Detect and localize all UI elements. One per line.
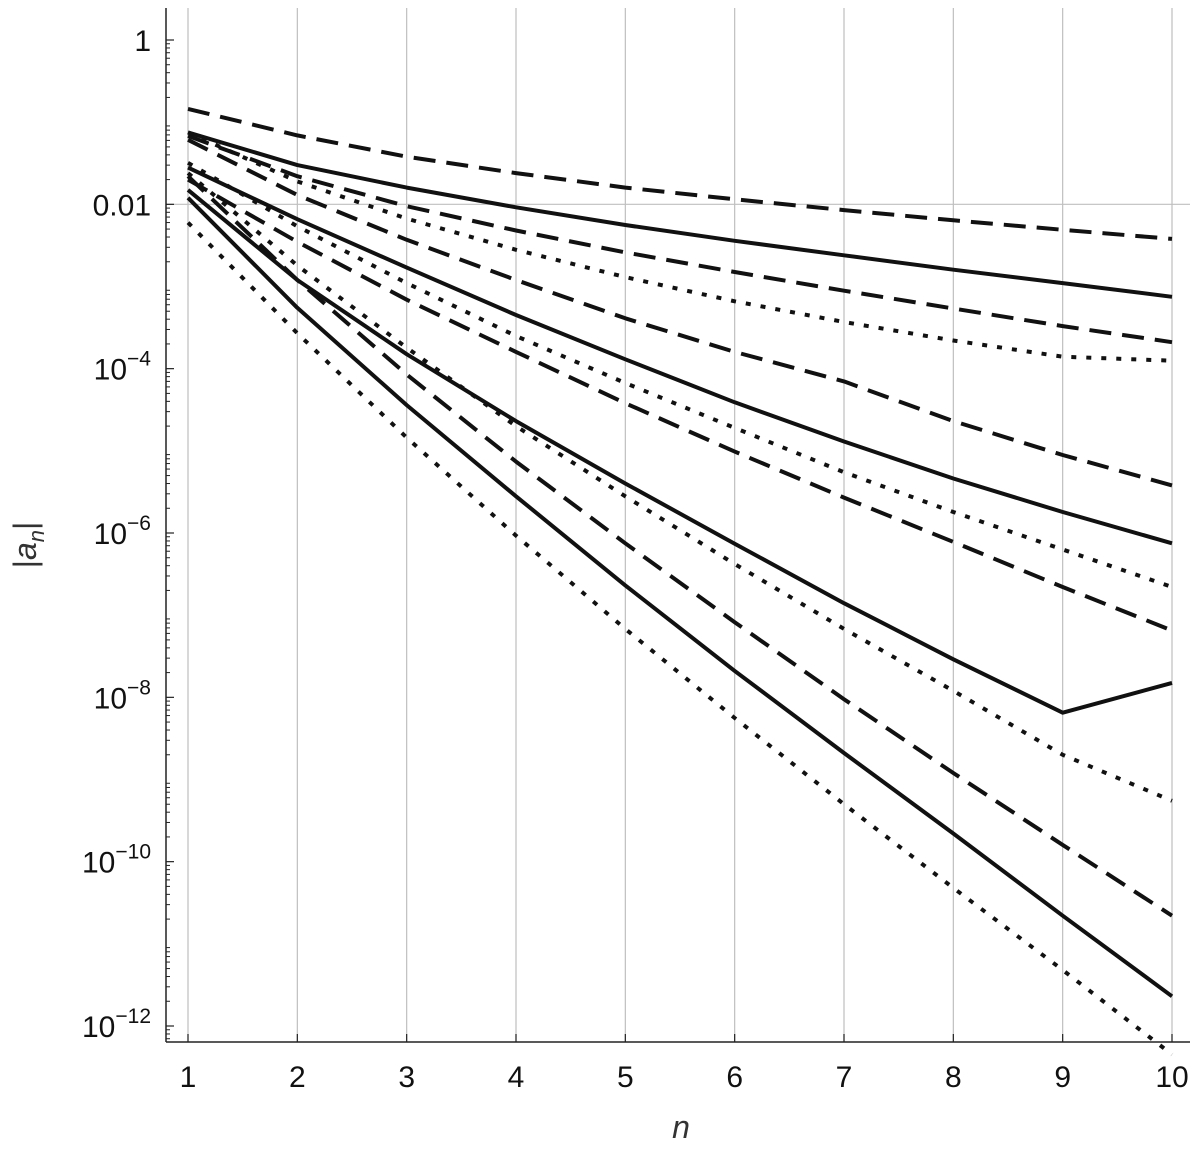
y-tick-label-3: 10−4 — [94, 348, 152, 387]
y-axis-title-sub: n — [24, 530, 49, 542]
y-axis-title: |an| — [7, 522, 49, 569]
y-axis-title-bar-right: | — [7, 522, 43, 530]
grid-lines — [166, 8, 1190, 1042]
x-tick-labels: 1 2 3 4 5 6 7 8 9 10 — [180, 1061, 1189, 1094]
y-tick-label-6: 10−10 — [82, 841, 151, 880]
y-tick-labels: 1 0.01 10−4 10−6 10−8 10−10 10−12 — [82, 25, 151, 1044]
series-9-solid-line — [186, 188, 1173, 715]
series-8-dashed-line — [187, 177, 1173, 633]
x-tick-label-1: 1 — [180, 1061, 197, 1094]
y-tick-label-7: 10−12 — [82, 1005, 151, 1044]
x-tick-label-7: 7 — [836, 1061, 853, 1094]
series-12-solid-line — [186, 196, 1174, 998]
y-axis-title-bar-left: | — [7, 560, 43, 568]
x-tick-label-5: 5 — [617, 1061, 634, 1094]
y-tick-label-4: 10−6 — [94, 512, 151, 551]
x-tick-label-4: 4 — [508, 1061, 525, 1094]
y-tick-label-1: 1 — [134, 25, 151, 58]
y-tick-label-2: 0.01 — [93, 189, 151, 222]
y-tick-label-5: 10−8 — [94, 676, 151, 715]
series-11-dashed-line — [186, 174, 1174, 918]
series-1-dashed-line — [187, 106, 1173, 241]
series-2-solid-line — [187, 130, 1173, 299]
series-13-dotted-line — [186, 221, 1174, 1057]
x-tick-label-10: 10 — [1155, 1061, 1188, 1094]
x-tick-label-2: 2 — [289, 1061, 306, 1094]
x-tick-label-6: 6 — [726, 1061, 743, 1094]
y-axis-title-var: a — [7, 542, 43, 560]
axes — [165, 8, 1190, 1043]
x-tick-label-8: 8 — [945, 1061, 962, 1094]
x-axis-title: n — [672, 1109, 690, 1145]
series-10-dotted-line — [186, 171, 1173, 803]
series-3-dashed-line — [187, 134, 1173, 345]
series-7-dotted-line — [186, 161, 1173, 589]
x-tick-label-3: 3 — [398, 1061, 415, 1094]
series-5-dashed-line — [187, 138, 1173, 488]
series-6-solid-line — [187, 165, 1173, 546]
x-tick-label-9: 9 — [1054, 1061, 1071, 1094]
series-layer — [186, 106, 1174, 1057]
